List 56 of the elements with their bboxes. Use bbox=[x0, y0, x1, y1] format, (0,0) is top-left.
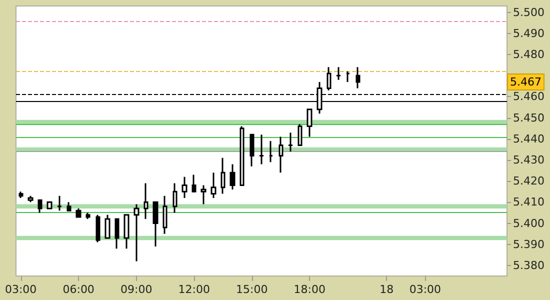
candlestick bbox=[162, 195, 168, 235]
candlestick bbox=[66, 201, 72, 212]
candlestick bbox=[278, 136, 284, 174]
candlestick bbox=[306, 108, 312, 138]
candlestick bbox=[182, 176, 188, 199]
candlestick bbox=[250, 134, 254, 168]
candlestick bbox=[114, 218, 120, 250]
candlestick bbox=[172, 182, 178, 214]
candlestick bbox=[192, 174, 196, 192]
candlestick bbox=[268, 140, 274, 163]
candlestick bbox=[336, 66, 342, 81]
candlestick bbox=[86, 212, 90, 220]
y-tick-label: 5.400 bbox=[513, 216, 544, 230]
x-tick-label: 09:00 bbox=[120, 283, 152, 296]
candlestick bbox=[220, 157, 226, 194]
y-tick-label: 5.410 bbox=[513, 196, 544, 209]
candlestick bbox=[134, 204, 140, 262]
candlestick bbox=[258, 134, 264, 165]
x-tick-label: 06:00 bbox=[62, 283, 94, 296]
candlestick bbox=[200, 184, 206, 206]
candlestick bbox=[298, 123, 302, 146]
y-tick-label: 5.450 bbox=[513, 111, 544, 124]
x-tick-label: 18:00 bbox=[294, 283, 326, 296]
candlestick bbox=[144, 182, 148, 220]
y-tick-label: 5.420 bbox=[513, 174, 544, 188]
candlestick bbox=[356, 66, 360, 90]
annotation: 5.467 bbox=[510, 75, 542, 88]
candlestick bbox=[152, 201, 158, 248]
candlestick bbox=[124, 214, 130, 250]
x-tick-label: 12:00 bbox=[178, 283, 210, 296]
candlestick bbox=[46, 201, 52, 210]
candlestick bbox=[56, 195, 62, 212]
candlestick bbox=[326, 66, 332, 92]
candlestick bbox=[288, 132, 294, 152]
x-tick-label: 15:00 bbox=[236, 283, 268, 296]
candlestick bbox=[18, 190, 24, 199]
x-tick-label: 03:00 bbox=[4, 283, 37, 296]
y-tick-label: 5.460 bbox=[513, 90, 544, 104]
x-tick-label: 18 bbox=[380, 283, 394, 296]
candlestick bbox=[104, 214, 110, 239]
y-tick-label: 5.480 bbox=[513, 48, 544, 62]
candlestick bbox=[38, 199, 42, 214]
candlestick bbox=[230, 163, 236, 190]
y-tick-label: 5.500 bbox=[513, 6, 544, 19]
y-tick-label: 5.430 bbox=[513, 153, 544, 166]
candlestick bbox=[210, 172, 216, 199]
candlestick bbox=[28, 195, 34, 203]
y-tick-label: 5.380 bbox=[513, 258, 544, 272]
y-tick-label: 5.490 bbox=[513, 26, 544, 40]
candlestick bbox=[346, 70, 350, 83]
candlestick bbox=[76, 208, 82, 218]
y-tick-label: 5.440 bbox=[513, 132, 544, 146]
candlestick bbox=[96, 214, 100, 243]
candlestick bbox=[240, 125, 244, 186]
x-tick-label: 03:00 bbox=[409, 283, 442, 296]
y-tick-label: 5.390 bbox=[513, 238, 544, 251]
